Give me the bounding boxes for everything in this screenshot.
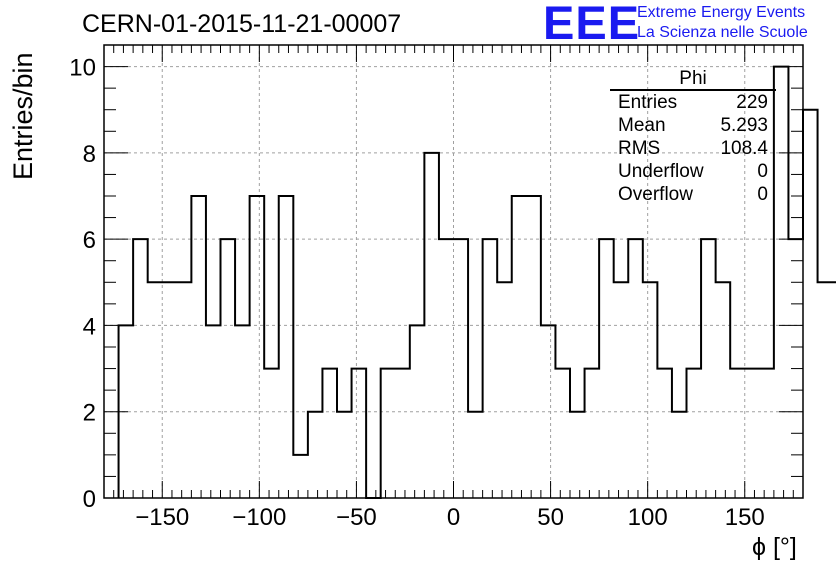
histogram-outline xyxy=(117,65,836,499)
eee-logo: EEE xyxy=(543,0,641,49)
y-tick-label: 2 xyxy=(83,400,96,427)
stats-label: Mean xyxy=(618,115,666,136)
x-tick-label: 0 xyxy=(447,504,460,531)
x-tick-label: 100 xyxy=(628,504,668,531)
plot-frame xyxy=(103,44,804,499)
stats-label: Entries xyxy=(618,92,678,113)
stats-title: Phi xyxy=(610,68,776,91)
stats-value: 0 xyxy=(757,184,768,205)
y-axis-label: Entries/bin xyxy=(8,52,38,180)
stats-value: 108.4 xyxy=(720,138,768,159)
y-tick-label: 6 xyxy=(83,227,96,254)
chart-title: CERN-01-2015-11-21-00007 xyxy=(82,10,402,38)
x-tick-labels: −150 −100 −50 0 50 100 150 xyxy=(135,504,765,531)
eee-logo-caption: Extreme Energy Events La Scienza nelle S… xyxy=(637,3,808,43)
y-tick-label: 4 xyxy=(83,313,96,340)
stats-value: 0 xyxy=(757,161,768,182)
x-tick-label: 50 xyxy=(537,504,564,531)
stats-row-mean: Mean 5.293 xyxy=(610,114,776,137)
logo-caption-line2: La Scienza nelle Scuole xyxy=(637,24,808,41)
stats-row-entries: Entries 229 xyxy=(610,91,776,114)
stats-value: 229 xyxy=(736,92,768,113)
y-tick-labels: 0 2 4 6 8 10 xyxy=(69,55,96,513)
y-tick-label: 0 xyxy=(83,486,96,513)
stats-box: Phi Entries 229 Mean 5.293 RMS 108.4 Underf… xyxy=(610,68,776,206)
logo-caption-line1: Extreme Energy Events xyxy=(637,4,806,21)
stats-row-overflow: Overflow 0 xyxy=(610,183,776,206)
y-tick-label: 8 xyxy=(83,141,96,168)
stats-value: 5.293 xyxy=(720,115,768,136)
x-tick-label: 150 xyxy=(725,504,765,531)
stats-row-underflow: Underflow 0 xyxy=(610,160,776,183)
x-tick-label: −100 xyxy=(232,504,286,531)
stats-label: Overflow xyxy=(618,184,693,205)
stats-label: RMS xyxy=(618,138,661,159)
x-tick-label: −50 xyxy=(336,504,377,531)
y-tick-label: 10 xyxy=(69,55,96,82)
x-axis-label: ϕ [°] xyxy=(752,533,797,561)
stats-label: Underflow xyxy=(618,161,704,182)
x-tick-label: −150 xyxy=(135,504,189,531)
stats-row-rms: RMS 108.4 xyxy=(610,137,776,160)
